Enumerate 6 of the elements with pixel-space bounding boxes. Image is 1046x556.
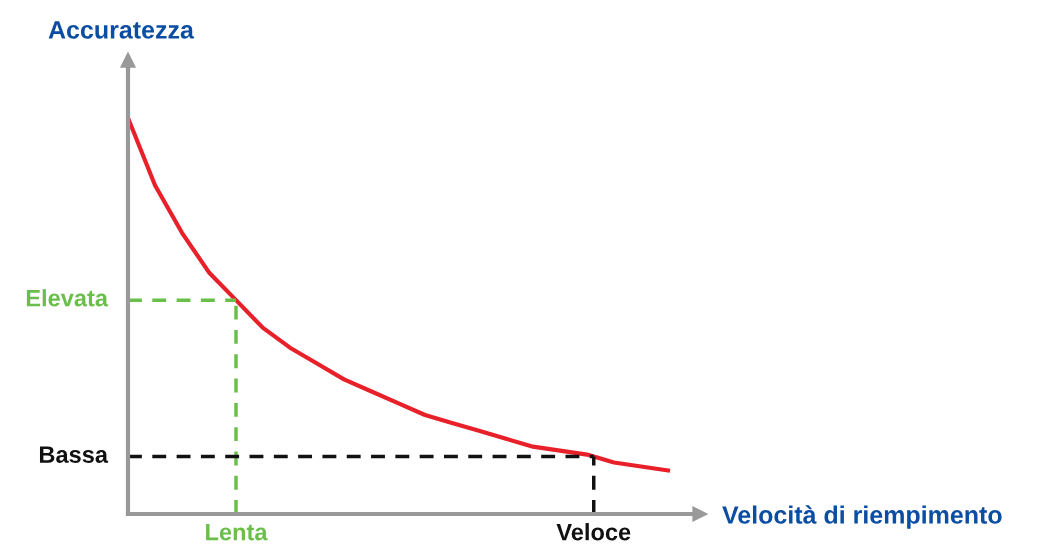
annotation: Lenta: [206, 523, 268, 541]
annotation: Veloce: [556, 523, 631, 541]
y-axis-title: Accuratezza: [48, 21, 195, 39]
ref-line-label: Bassa: [39, 446, 109, 463]
x-axis-title: Velocità di riempimento: [722, 505, 1002, 529]
ref-line-label: Elevata: [26, 289, 109, 307]
